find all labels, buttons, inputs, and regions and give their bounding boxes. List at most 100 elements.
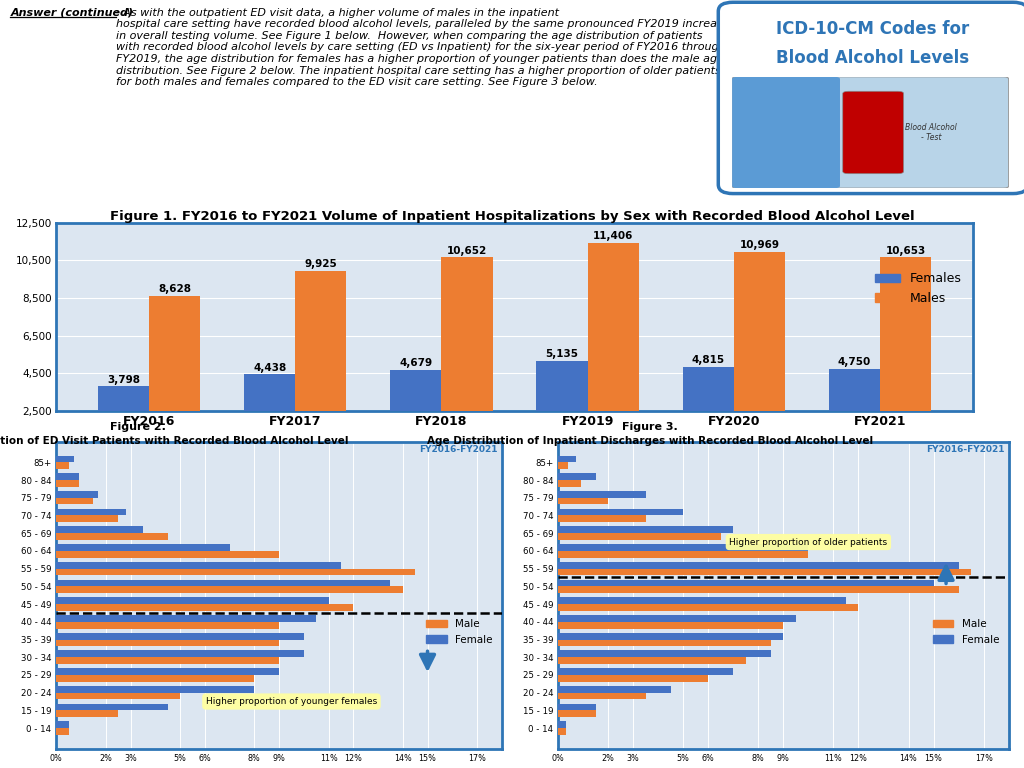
Text: 8,628: 8,628	[159, 283, 191, 293]
FancyBboxPatch shape	[843, 91, 903, 174]
Bar	[558, 640, 771, 646]
Bar	[537, 361, 588, 458]
Text: 5,135: 5,135	[546, 349, 579, 359]
Text: 10,652: 10,652	[446, 246, 487, 256]
Bar	[56, 545, 229, 551]
Text: 4,438: 4,438	[253, 362, 287, 372]
Text: FY2016-FY2021: FY2016-FY2021	[926, 445, 1005, 454]
Text: FY2016-FY2021: FY2016-FY2021	[419, 445, 498, 454]
Bar	[56, 533, 168, 540]
Bar	[558, 650, 771, 657]
Bar	[558, 515, 646, 522]
Bar	[558, 657, 745, 664]
Bar	[56, 657, 279, 664]
Bar	[441, 257, 493, 458]
Bar	[56, 508, 126, 515]
Bar	[56, 693, 180, 700]
Bar	[558, 562, 958, 568]
Bar	[56, 622, 279, 628]
Text: Figure 1. FY2016 to FY2021 Volume of Inpatient Hospitalizations by Sex with Reco: Figure 1. FY2016 to FY2021 Volume of Inp…	[110, 210, 914, 223]
Bar	[558, 615, 796, 622]
Text: Higher proportion of older patients: Higher proportion of older patients	[729, 538, 888, 547]
Text: 4,750: 4,750	[838, 356, 871, 366]
Bar	[56, 551, 279, 558]
Text: 4,815: 4,815	[691, 356, 725, 366]
Bar	[56, 586, 402, 593]
Text: Blood Alcohol
- Test: Blood Alcohol - Test	[905, 123, 957, 142]
Bar	[558, 598, 846, 604]
Bar	[558, 508, 683, 515]
Bar	[390, 370, 441, 458]
Bar	[558, 498, 608, 505]
Bar	[558, 622, 783, 628]
FancyBboxPatch shape	[732, 77, 840, 188]
Text: Blood Alcohol Levels: Blood Alcohol Levels	[776, 49, 970, 68]
Bar	[56, 615, 316, 622]
Text: 10,653: 10,653	[886, 246, 926, 256]
Text: 4,679: 4,679	[399, 358, 432, 368]
Bar	[558, 693, 646, 700]
Text: Age Distribution of ED Visit Patients with Recorded Blood Alcohol Level: Age Distribution of ED Visit Patients wi…	[0, 436, 349, 446]
Bar	[56, 491, 98, 498]
Bar	[56, 650, 304, 657]
Bar	[558, 551, 808, 558]
Bar	[56, 515, 118, 522]
Bar	[558, 491, 646, 498]
Text: Answer (continued): Answer (continued)	[10, 8, 133, 18]
Text: 11,406: 11,406	[593, 231, 634, 241]
Bar	[558, 721, 565, 728]
Bar	[56, 562, 341, 568]
Text: : As with the outpatient ED visit data, a higher volume of males in the inpatien: : As with the outpatient ED visit data, …	[116, 8, 730, 88]
Text: Figure 2.: Figure 2.	[111, 422, 166, 432]
Bar	[558, 473, 596, 480]
Bar	[56, 598, 329, 604]
Bar	[56, 498, 93, 505]
Bar	[558, 455, 575, 462]
Bar	[56, 455, 74, 462]
Bar	[56, 703, 168, 710]
Text: 3,798: 3,798	[108, 375, 140, 385]
Bar	[558, 533, 721, 540]
Legend: Male, Female: Male, Female	[422, 615, 497, 649]
Bar	[558, 580, 934, 586]
Bar	[56, 526, 143, 533]
Bar	[828, 369, 880, 458]
Bar	[558, 675, 709, 682]
Text: Higher proportion of younger females: Higher proportion of younger females	[206, 697, 377, 706]
FancyBboxPatch shape	[732, 77, 1009, 188]
Bar	[880, 257, 931, 458]
Legend: Male, Female: Male, Female	[929, 615, 1004, 649]
Bar	[558, 480, 581, 487]
Bar	[56, 668, 279, 675]
Bar	[295, 271, 346, 458]
Bar	[56, 604, 353, 611]
Bar	[683, 367, 734, 458]
Bar	[56, 480, 79, 487]
Text: ICD-10-CM Codes for: ICD-10-CM Codes for	[776, 20, 970, 38]
Bar	[558, 568, 971, 575]
Bar	[56, 633, 304, 640]
Bar	[558, 633, 783, 640]
Bar	[244, 375, 295, 458]
FancyBboxPatch shape	[718, 2, 1024, 194]
Bar	[56, 580, 390, 586]
Bar	[558, 728, 565, 735]
Bar	[56, 675, 254, 682]
Bar	[558, 526, 733, 533]
Text: Figure 3.: Figure 3.	[623, 422, 678, 432]
Bar	[56, 462, 69, 469]
Legend: Females, Males: Females, Males	[869, 267, 967, 310]
Bar	[558, 710, 596, 717]
Bar	[56, 686, 254, 693]
Bar	[56, 721, 69, 728]
Bar	[734, 252, 785, 458]
Bar	[98, 386, 150, 458]
Bar	[56, 728, 69, 735]
Bar	[558, 545, 808, 551]
Bar	[56, 640, 279, 646]
Bar	[558, 462, 568, 469]
Bar	[558, 668, 733, 675]
Bar	[558, 703, 596, 710]
Bar	[558, 604, 858, 611]
Bar	[56, 568, 415, 575]
